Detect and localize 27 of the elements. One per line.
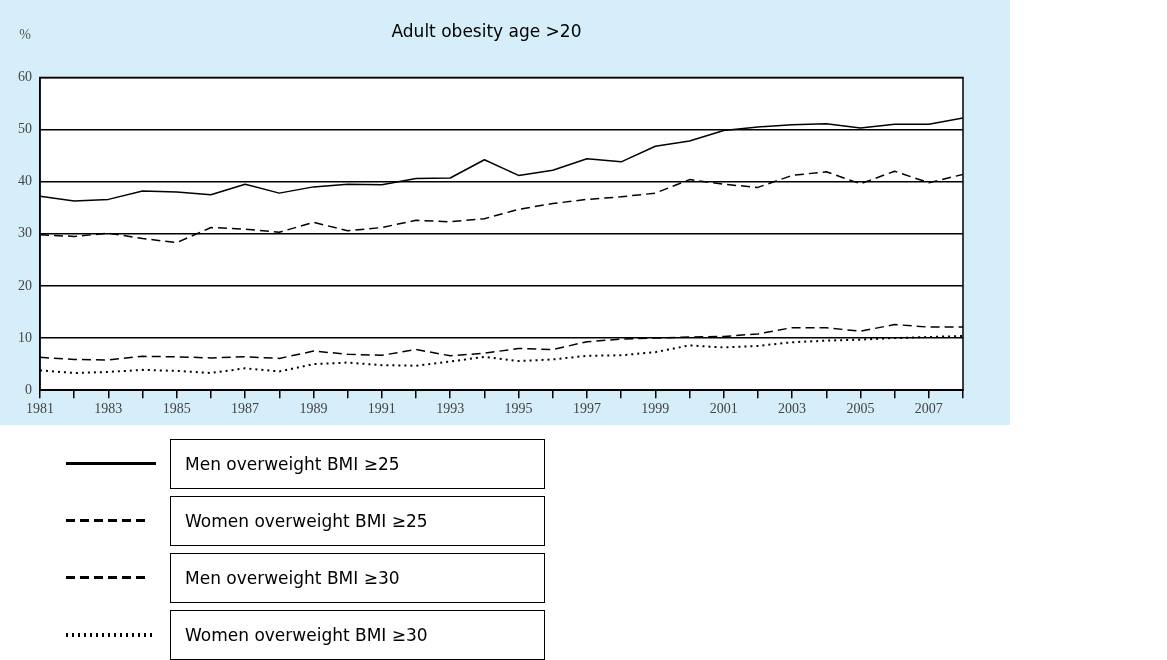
x-tick-label: 1995	[504, 401, 533, 417]
x-tick-label: 2007	[914, 401, 943, 417]
y-tick-label: 40	[18, 173, 32, 189]
x-tick-label: 1999	[641, 401, 670, 417]
x-tick-label: 1991	[367, 401, 396, 417]
x-tick-label: 2001	[709, 401, 738, 417]
legend-label: Men overweight BMI ≥30	[170, 552, 545, 603]
y-tick-label: 20	[18, 277, 32, 293]
x-tick-label: 1983	[94, 401, 123, 417]
y-tick-label: 0	[25, 381, 32, 397]
x-tick-label: 1981	[26, 401, 54, 417]
legend-label: Women overweight BMI ≥30	[170, 609, 545, 660]
x-tick-label: 2005	[846, 401, 875, 417]
chart-title: Adult obesity age >20	[391, 20, 582, 41]
y-tick-label: 60	[18, 69, 32, 85]
x-tick-label: 1993	[436, 401, 465, 417]
x-tick-label: 1997	[572, 401, 601, 417]
x-tick-label: 1985	[162, 401, 191, 417]
x-tick-label: 2003	[778, 401, 807, 417]
x-tick-label: 1989	[299, 401, 328, 417]
legend-label: Women overweight BMI ≥25	[170, 495, 545, 546]
y-axis-title: %	[19, 27, 32, 43]
y-tick-label: 50	[18, 121, 32, 137]
y-tick-label: 30	[18, 225, 32, 241]
legend-label: Men overweight BMI ≥25	[170, 438, 545, 489]
x-tick-label: 1987	[231, 401, 260, 417]
y-tick-label: 10	[18, 329, 32, 345]
